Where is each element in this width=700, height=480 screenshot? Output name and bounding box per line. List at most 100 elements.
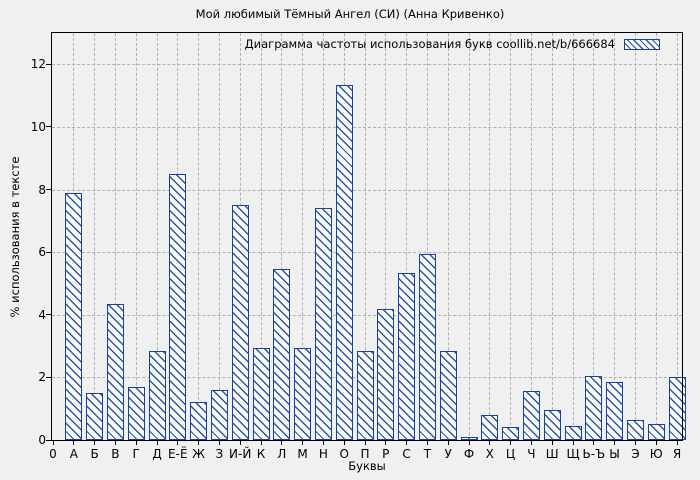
x-gridline bbox=[135, 33, 137, 440]
x-tick-mark bbox=[218, 440, 220, 445]
y-tick-label: 12 bbox=[30, 57, 46, 72]
x-tick-mark bbox=[593, 440, 595, 445]
x-tick-label: Б bbox=[90, 447, 99, 461]
legend-label: Диаграмма частоты использования букв coo… bbox=[244, 37, 615, 51]
bar-К bbox=[252, 348, 270, 440]
x-gridline bbox=[156, 33, 158, 440]
bar-Ж bbox=[190, 402, 208, 440]
x-tick-mark bbox=[406, 440, 408, 445]
x-tick-label: Н bbox=[318, 447, 328, 461]
x-tick-mark bbox=[177, 440, 179, 445]
bar-Ч bbox=[522, 391, 540, 440]
x-tick-mark bbox=[655, 440, 657, 445]
y-tick-mark bbox=[46, 63, 52, 65]
bar-Д bbox=[148, 351, 166, 440]
x-gridline bbox=[614, 33, 616, 440]
x-gridline bbox=[406, 33, 408, 440]
x-tick-mark bbox=[510, 440, 512, 445]
x-tick-label: Д bbox=[152, 447, 162, 461]
x-tick-mark bbox=[447, 440, 449, 445]
x-gridline bbox=[364, 33, 366, 440]
x-tick-label: Ю bbox=[649, 447, 663, 461]
x-tick-mark bbox=[302, 440, 304, 445]
y-gridline bbox=[52, 314, 682, 316]
y-tick-mark bbox=[46, 439, 52, 441]
bar-Н bbox=[314, 208, 332, 440]
bar-Т bbox=[418, 254, 436, 440]
y-tick-mark bbox=[46, 376, 52, 378]
x-tick-label: И-Й bbox=[229, 447, 252, 461]
y-gridline bbox=[52, 252, 682, 254]
x-gridline bbox=[468, 33, 470, 440]
x-tick-mark bbox=[426, 440, 428, 445]
x-gridline bbox=[593, 33, 595, 440]
y-tick-label: 2 bbox=[38, 370, 46, 385]
x-gridline bbox=[302, 33, 304, 440]
x-tick-mark bbox=[281, 440, 283, 445]
x-tick-mark bbox=[551, 440, 553, 445]
x-gridline bbox=[572, 33, 574, 440]
x-tick-label: Г bbox=[132, 447, 140, 461]
x-tick-label: О bbox=[339, 447, 349, 461]
x-tick-label: Ф bbox=[463, 447, 475, 461]
bar-О bbox=[335, 85, 353, 440]
x-tick-label: Я bbox=[672, 447, 682, 461]
x-gridline bbox=[94, 33, 96, 440]
x-tick-label: Ь-Ъ bbox=[582, 447, 606, 461]
x-tick-mark bbox=[385, 440, 387, 445]
bar-Х bbox=[481, 415, 499, 440]
x-tick-label: Щ bbox=[566, 447, 580, 461]
x-tick-mark bbox=[343, 440, 345, 445]
bar-У bbox=[439, 351, 457, 440]
x-gridline bbox=[260, 33, 262, 440]
x-tick-mark bbox=[260, 440, 262, 445]
x-gridline bbox=[218, 33, 220, 440]
y-gridline bbox=[52, 189, 682, 191]
bar-Р bbox=[377, 309, 395, 440]
x-gridline bbox=[510, 33, 512, 440]
y-tick-label: 6 bbox=[38, 245, 46, 260]
x-origin-label: 0 bbox=[49, 447, 57, 461]
x-tick-label: Е-Ё bbox=[168, 447, 188, 461]
y-tick-label: 8 bbox=[38, 182, 46, 197]
x-gridline bbox=[551, 33, 553, 440]
y-tick-mark bbox=[46, 126, 52, 128]
y-gridline bbox=[52, 126, 682, 128]
x-tick-label: З bbox=[215, 447, 224, 461]
x-tick-mark bbox=[614, 440, 616, 445]
x-tick-label: М bbox=[297, 447, 308, 461]
x-tick-label: А bbox=[69, 447, 78, 461]
x-tick-label: Ш bbox=[545, 447, 559, 461]
x-tick-mark bbox=[634, 440, 636, 445]
x-tick-mark bbox=[468, 440, 470, 445]
x-tick-mark bbox=[73, 440, 75, 445]
x-tick-mark bbox=[322, 440, 324, 445]
bar-П bbox=[356, 351, 374, 440]
x-tick-mark bbox=[676, 440, 678, 445]
bar-Л bbox=[273, 269, 291, 440]
x-tick-mark bbox=[198, 440, 200, 445]
x-tick-label: Ч bbox=[527, 447, 536, 461]
x-gridline bbox=[634, 33, 636, 440]
y-tick-mark bbox=[46, 189, 52, 191]
bar-М bbox=[294, 348, 312, 440]
y-tick-mark bbox=[46, 314, 52, 316]
bar-С bbox=[398, 273, 416, 440]
bar-Б bbox=[86, 393, 104, 440]
x-tick-mark bbox=[530, 440, 532, 445]
x-tick-mark bbox=[572, 440, 574, 445]
y-tick-mark bbox=[46, 251, 52, 253]
hatched-box-sample-icon bbox=[624, 38, 660, 50]
x-tick-mark bbox=[489, 440, 491, 445]
y-axis-title: % использования в тексте bbox=[8, 156, 22, 318]
x-tick-mark bbox=[364, 440, 366, 445]
x-tick-label: В bbox=[111, 447, 120, 461]
x-tick-label: Э bbox=[631, 447, 640, 461]
x-tick-label: Т bbox=[423, 447, 432, 461]
x-tick-label: Ж bbox=[192, 447, 206, 461]
bar-Ь-Ъ bbox=[585, 376, 603, 440]
bar-Я bbox=[668, 377, 686, 440]
x-gridline bbox=[281, 33, 283, 440]
x-tick-mark bbox=[114, 440, 116, 445]
